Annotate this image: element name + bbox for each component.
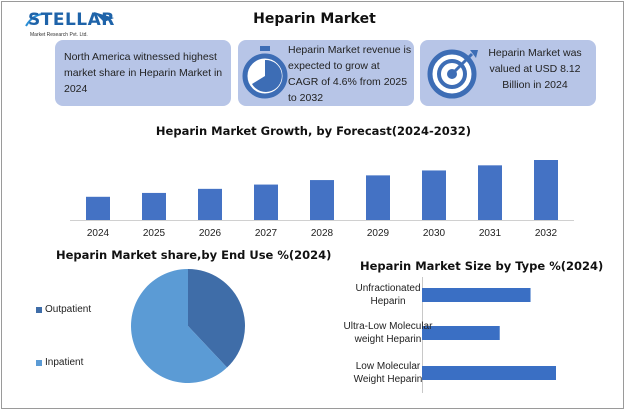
bar-2026 [198, 188, 222, 220]
pie-slice-outpatient [188, 269, 245, 368]
hbar-2 [422, 366, 556, 380]
bar-2029 [366, 175, 390, 220]
pie-slice-inpatient [130, 269, 228, 383]
legend-item-outpatient: Outpatient [36, 304, 91, 315]
legend-label: Inpatient [45, 357, 84, 368]
card-text: North America witnessed highest market s… [64, 51, 223, 95]
y-tick-label: Ultra-Low Molecular [344, 321, 434, 332]
y-tick-label: Weight Heparin [354, 374, 423, 385]
end-use-chart-title: Heparin Market share,by End Use %(2024) [56, 248, 332, 262]
x-tick-label: 2026 [199, 228, 222, 239]
x-tick-label: 2024 [87, 228, 110, 239]
legend-swatch [36, 306, 42, 313]
x-tick-label: 2025 [143, 228, 166, 239]
bar-2030 [422, 170, 446, 220]
legend-swatch [36, 359, 42, 366]
target-icon [427, 49, 478, 99]
y-tick-label: Heparin [370, 296, 405, 307]
logo-swoosh-icon [25, 12, 114, 27]
card-text: Heparin Market revenue is expected to gr… [288, 44, 412, 104]
card-market-value: Heparin Market was valued at USD 8.12 Bi… [420, 40, 596, 106]
type-bar-chart: Unfractionated Heparin Ultra-Low Molecular… [344, 277, 556, 393]
bar-2024 [86, 196, 110, 220]
stellar-logo: STELLAR Market Research Pvt. Ltd. [24, 8, 124, 42]
end-use-pie-chart [130, 269, 245, 383]
bar-2031 [478, 165, 502, 220]
hbar-1 [422, 326, 500, 340]
type-chart-title: Heparin Market Size by Type %(2024) [360, 259, 604, 273]
logo-subtext: Market Research Pvt. Ltd. [30, 32, 88, 38]
legend-item-inpatient: Inpatient [36, 357, 83, 368]
y-tick-label: weight Heparin [354, 334, 422, 345]
card-text: Heparin Market was valued at USD 8.12 Bi… [488, 47, 582, 91]
y-tick-label: Unfractionated [355, 283, 420, 294]
x-tick-label: 2030 [423, 228, 446, 239]
card-region-share: North America witnessed highest market s… [55, 40, 231, 106]
logo-text: STELLAR [28, 10, 115, 30]
x-tick-label: 2031 [479, 228, 502, 239]
bar-2032 [534, 160, 558, 220]
y-tick-label: Low Molecular [356, 361, 421, 372]
growth-chart-title: Heparin Market Growth, by Forecast(2024-… [155, 124, 472, 138]
x-tick-label: 2028 [311, 228, 334, 239]
x-tick-label: 2032 [535, 228, 558, 239]
x-tick-label: 2029 [367, 228, 390, 239]
card-growth-rate: Heparin Market revenue is expected to gr… [238, 40, 414, 106]
stopwatch-icon [242, 46, 288, 99]
page-title: Heparin Market [253, 11, 376, 27]
growth-bar-chart: 2024 2025 2026 2027 2028 2029 2030 2031 2032 [70, 160, 574, 239]
legend-label: Outpatient [45, 304, 92, 315]
bar-2028 [310, 180, 334, 220]
x-tick-label: 2027 [255, 228, 278, 239]
bar-2025 [142, 192, 166, 220]
hbar-0 [422, 288, 531, 302]
bar-2027 [254, 184, 278, 220]
